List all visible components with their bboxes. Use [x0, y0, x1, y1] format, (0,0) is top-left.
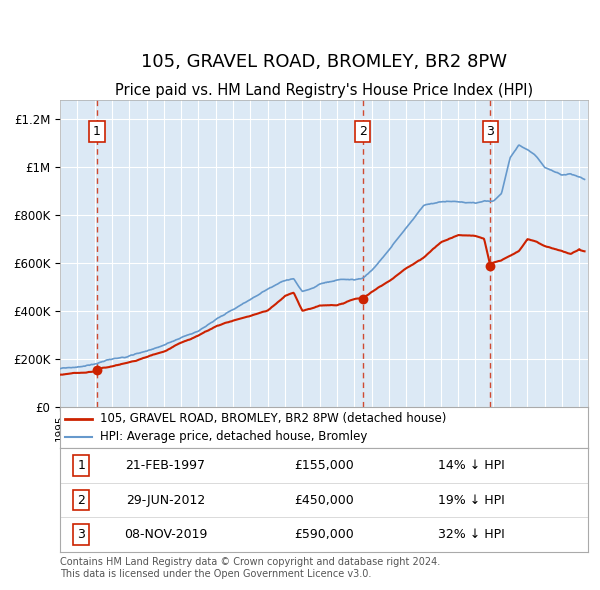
Text: £450,000: £450,000 [294, 493, 354, 507]
Text: 14% ↓ HPI: 14% ↓ HPI [439, 459, 505, 472]
Text: 3: 3 [77, 528, 85, 541]
Text: 105, GRAVEL ROAD, BROMLEY, BR2 8PW (detached house): 105, GRAVEL ROAD, BROMLEY, BR2 8PW (deta… [100, 412, 446, 425]
Text: 1: 1 [93, 125, 101, 138]
Text: 105, GRAVEL ROAD, BROMLEY, BR2 8PW: 105, GRAVEL ROAD, BROMLEY, BR2 8PW [141, 53, 507, 71]
Text: 08-NOV-2019: 08-NOV-2019 [124, 528, 207, 541]
Text: 32% ↓ HPI: 32% ↓ HPI [439, 528, 505, 541]
Text: £155,000: £155,000 [294, 459, 354, 472]
Text: 1: 1 [77, 459, 85, 472]
Text: HPI: Average price, detached house, Bromley: HPI: Average price, detached house, Brom… [100, 430, 367, 443]
Point [485, 261, 495, 270]
Text: 3: 3 [486, 125, 494, 138]
Text: 21-FEB-1997: 21-FEB-1997 [125, 459, 206, 472]
Point [92, 365, 101, 375]
Text: 2: 2 [359, 125, 367, 138]
Text: 29-JUN-2012: 29-JUN-2012 [126, 493, 205, 507]
Point [358, 294, 368, 304]
Text: £590,000: £590,000 [294, 528, 354, 541]
Text: 19% ↓ HPI: 19% ↓ HPI [439, 493, 505, 507]
Text: Price paid vs. HM Land Registry's House Price Index (HPI): Price paid vs. HM Land Registry's House … [115, 83, 533, 99]
Text: Contains HM Land Registry data © Crown copyright and database right 2024.
This d: Contains HM Land Registry data © Crown c… [60, 557, 440, 579]
Text: 2: 2 [77, 493, 85, 507]
